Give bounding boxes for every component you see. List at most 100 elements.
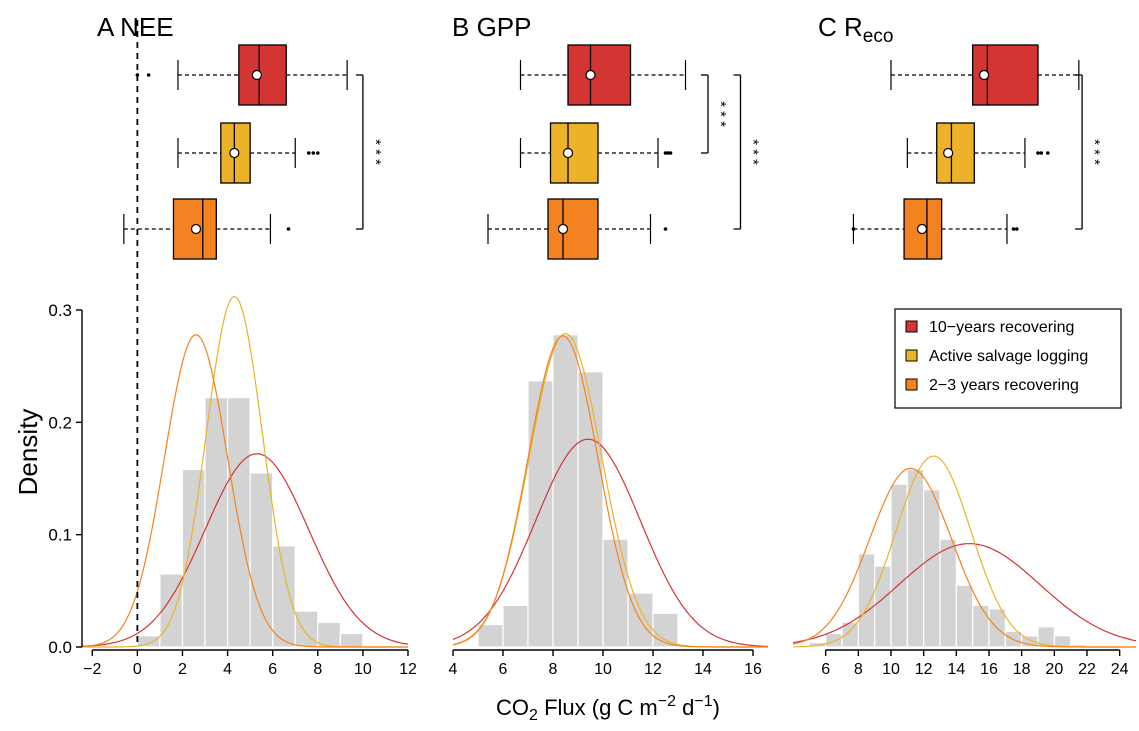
boxplot-gpp-0 [519, 44, 687, 106]
panel-title-gpp: B GPP [452, 12, 531, 42]
histogram-bar-gpp [652, 612, 679, 648]
boxplot-mean-point [562, 147, 574, 159]
boxplot-gpp-1 [519, 122, 673, 184]
panel-title-nee: A NEE [97, 12, 174, 42]
histogram-layer [136, 334, 1088, 648]
boxplot-layer: * * * * * * * * * * * * [123, 44, 1103, 260]
boxplot-reco-0 [890, 44, 1080, 106]
boxplot-mean-point [190, 223, 202, 235]
legend-swatch-2-3-years [905, 378, 918, 391]
x-tick-label-reco: 12 [915, 661, 933, 678]
boxplot-outlier [1046, 151, 1050, 155]
histogram-bar-reco [857, 553, 876, 648]
x-tick-label-nee: 0 [133, 661, 142, 678]
y-axis-label: Density [13, 409, 43, 496]
histogram-bar-gpp [552, 334, 579, 648]
boxplot-outlier [1036, 151, 1040, 155]
boxplot-box [238, 44, 287, 106]
boxplot-outlier [666, 151, 670, 155]
y-tick-label: 0.0 [48, 638, 72, 657]
histogram-bar-gpp [577, 371, 604, 648]
x-tick-label-gpp: 6 [499, 661, 508, 678]
boxplot-reco-1 [906, 122, 1050, 184]
significance-bracket-gpp-0: * * * [701, 74, 729, 154]
significance-bracket-nee-0: * * * [355, 74, 384, 230]
density-curve-reco-2 [792, 467, 1136, 648]
boxplot-mean-point [916, 223, 928, 235]
x-tick-label-reco: 18 [1013, 661, 1031, 678]
x-tick-label-gpp: 10 [594, 661, 612, 678]
legend-label-salvage: Active salvage logging [929, 348, 1088, 365]
boxplot-mean-point [229, 147, 240, 159]
boxplot-mean-point [943, 147, 954, 159]
histogram-bar-gpp [602, 538, 629, 648]
boxplot-gpp-2 [487, 198, 668, 260]
boxplot-mean-point [251, 69, 263, 81]
x-tick-label-gpp: 12 [644, 661, 662, 678]
x-tick-label-gpp: 4 [449, 661, 458, 678]
boxplot-outlier [851, 227, 856, 231]
x-tick-label-nee: −2 [83, 661, 101, 678]
x-tick-label-nee: 6 [268, 661, 277, 678]
x-tick-label-nee: 4 [223, 661, 232, 678]
histogram-bar-reco [874, 565, 892, 648]
y-tick-label: 0.3 [48, 301, 72, 320]
histogram-bar-reco [923, 489, 941, 648]
significance-stars: * * * [712, 101, 729, 127]
boxplot-outlier [668, 151, 673, 155]
histogram-bar-reco [906, 468, 925, 648]
histogram-bar-gpp [527, 380, 554, 648]
x-tick-label-gpp: 16 [744, 661, 762, 678]
boxplot-mean-point [585, 69, 596, 81]
boxplot-nee-1 [177, 122, 320, 184]
x-tick-label-nee: 12 [399, 661, 417, 678]
histogram-bar-nee [249, 472, 274, 648]
boxplot-outlier [315, 151, 320, 155]
boxplot-outlier [1039, 151, 1044, 155]
boxplot-reco-2 [851, 198, 1019, 260]
legend-swatch-salvage [905, 349, 918, 362]
boxplot-outlier [311, 151, 316, 155]
boxplot-box [220, 122, 251, 184]
density-curve-gpp-0 [452, 438, 769, 647]
density-curve-nee-2 [80, 334, 408, 648]
histogram-bar-gpp [477, 623, 504, 648]
y-tick-label: 0.2 [48, 413, 72, 432]
x-tick-label-nee: 10 [354, 661, 372, 678]
boxplot-outlier [1014, 227, 1019, 231]
boxplot-mean-point [978, 69, 990, 81]
boxplot-outlier [1011, 227, 1016, 231]
boxplot-nee-2 [123, 198, 291, 260]
x-axis-label: CO2 Flux (g C m−2 d−1) [496, 693, 720, 724]
histogram-bar-nee [339, 632, 364, 648]
histogram-bar-reco [972, 604, 990, 648]
x-tick-label-reco: 8 [854, 661, 863, 678]
x-tick-label-reco: 10 [882, 661, 900, 678]
boxplot-outlier [663, 151, 668, 155]
histogram-bar-gpp [502, 604, 529, 648]
density-curve-nee-0 [80, 453, 409, 647]
x-tick-label-nee: 2 [178, 661, 187, 678]
boxplot-outlier [146, 73, 151, 77]
legend-label-2-3-years: 2−3 years recovering [929, 377, 1079, 394]
boxplot-box [567, 44, 632, 106]
histogram-bar-nee [181, 468, 206, 648]
y-tick-label: 0.1 [48, 526, 72, 545]
boxplot-box [547, 198, 599, 260]
x-tick-label-reco: 22 [1078, 661, 1096, 678]
significance-bracket-reco-0: * * * [1075, 74, 1103, 230]
significance-stars: * * * [367, 139, 384, 165]
x-tick-label-reco: 6 [821, 661, 830, 678]
significance-bracket-gpp-1: * * * [733, 74, 762, 230]
boxplot-outlier [286, 227, 291, 231]
histogram-bar-reco [825, 632, 843, 648]
significance-stars: * * * [745, 139, 762, 165]
histogram-bar-nee [272, 545, 296, 648]
boxplot-outlier [663, 227, 668, 231]
histogram-bar-reco [890, 483, 908, 648]
x-tick-label-nee: 8 [313, 661, 322, 678]
density-curve-gpp-2 [452, 335, 768, 648]
boxplot-outlier [306, 151, 311, 155]
x-tick-label-reco: 20 [1045, 661, 1063, 678]
